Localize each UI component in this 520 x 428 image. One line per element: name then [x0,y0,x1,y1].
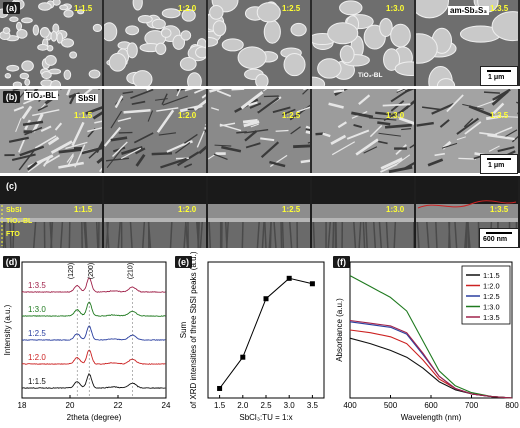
ratio-label-b-5: 1:3.5 [490,111,509,120]
absorbance-series-1-1.5 [349,337,513,399]
ratio-label-a-4: 1:3.0 [386,4,405,13]
scalebar-b-line [487,158,511,160]
panel-tag-f: (f) [333,256,350,268]
intensity-point [309,281,315,287]
panel-tag-e: (e) [175,256,192,268]
scalebar-a-label: 1 μm [488,74,505,81]
chart-f-absorbance: 400 500 600 700 800 Wavelength (nm) Absorbance… [335,261,519,422]
intensity-point [217,385,223,391]
panel-tag-c: (c) [3,180,20,192]
ratio-label-c-1: 1:1.5 [74,205,93,214]
xlabel-e: SbCl₃:TU = 1:x [239,413,292,422]
ratio-label-c-4: 1:3.0 [386,205,405,214]
absorbance-series-1-3.5 [349,319,513,399]
micrograph-a-2 [104,0,206,86]
peak-label-d: (120) [68,263,75,279]
micrograph-c-4 [312,176,414,248]
xtick-label-f: 700 [465,401,479,410]
intensity-point [240,354,246,360]
xtick-label-f: 500 [384,401,398,410]
series-label-d: 1:2.5 [28,329,46,338]
layer-label-sbsi: SbSI [6,207,22,214]
scalebar-a: 1 μm [480,66,518,86]
micrograph-b-1 [0,89,102,173]
ratio-label-a-1: 1:1.5 [74,4,93,13]
legend-label-f: 1:2.5 [483,292,500,301]
xtick-label-e: 3.5 [307,401,319,410]
ylabel-f: Absorbance (a.u.) [335,298,344,362]
scalebar-c: 600 nm [479,228,519,248]
ratio-label-b-1: 1:1.5 [74,111,93,120]
xtick-label-e: 3.0 [284,401,296,410]
ylabel-d: Intensity (a.u.) [3,304,12,355]
xtick-label-d: 20 [66,401,75,410]
xtick-label-f: 400 [343,401,357,410]
ylabel-e-line2: of XRD intensities of three SbSI peaks (… [189,252,198,408]
chart-d-xrd: 18 20 22 24 2theta (degree) Intensity (a.u.) 1… [3,261,171,422]
xtick-label-e: 2.5 [260,401,272,410]
ratio-label-c-2: 1:2.0 [178,205,197,214]
absorbance-series-1-3.0 [349,275,513,399]
annotation-sbsi-b: SbSI [76,94,98,103]
ratio-label-b-3: 1:2.5 [282,111,301,120]
legend-label-f: 1:2.0 [483,282,500,291]
scalebar-a-line [487,70,511,72]
scalebar-c-label: 600 nm [483,236,508,243]
series-label-d: 1:3.0 [28,305,46,314]
ratio-label-a-5: 1:3.5 [490,4,509,13]
annotation-am-sb2s3: am-Sb₂S₃ [448,6,490,15]
ratio-label-c-5: 1:3.5 [490,205,509,214]
xrd-series-1-3.5 [21,277,166,293]
xrd-series-1-3.0 [21,301,166,317]
xtick-label-d: 18 [18,401,27,410]
ratio-label-a-2: 1:2.0 [178,4,197,13]
plot-frame [21,261,167,399]
series-label-d: 1:3.5 [28,281,46,290]
micrograph-b-4 [312,89,414,173]
micrograph-c-3 [208,176,310,248]
legend-label-f: 1:1.5 [483,271,500,280]
intensity-point [286,275,292,281]
series-label-d: 1:2.0 [28,353,46,362]
ratio-label-b-2: 1:2.0 [178,111,197,120]
ratio-label-c-3: 1:2.5 [282,205,301,214]
annotation-tio2-bl-b: TiO₂-BL [24,91,59,100]
panel-tag-b: (b) [3,91,20,103]
xtick-label-f: 800 [505,401,519,410]
panel-tag-a: (a) [3,2,20,14]
scalebar-b-label: 1 μm [488,162,505,169]
annotation-tio2-bl-a: TiO₂-BL [358,72,383,79]
legend-label-f: 1:3.5 [483,313,500,322]
scalebar-c-line [486,232,512,234]
ylabel-e-line1: Sum [179,321,188,338]
xlabel-f: Wavelength (nm) [401,413,462,422]
xrd-series-1-2.5 [21,325,166,341]
micrograph-b-3 [208,89,310,173]
ratio-label-a-3: 1:2.5 [282,4,301,13]
intensity-point [263,296,269,302]
xtick-label-d: 24 [162,401,171,410]
intensity-line [219,277,313,389]
series-label-d: 1:1.5 [28,377,46,386]
peak-label-d: (210) [127,263,134,279]
micrograph-c-2 [104,176,206,248]
xlabel-d: 2theta (degree) [67,413,122,422]
legend-label-f: 1:3.0 [483,303,500,312]
micrograph-a-3 [208,0,310,86]
xtick-label-f: 600 [424,401,438,410]
micrograph-a-4 [312,0,414,86]
chart-e-intensity-sum: 1.5 2.0 2.5 3.0 3.5 SbCl₃:TU = 1:x Sum of XRD i… [179,252,325,422]
scalebar-b: 1 μm [480,154,518,174]
layer-label-tio2-bl: TiO₂-BL [6,218,33,225]
ratio-label-b-4: 1:3.0 [386,111,405,120]
panel-tag-d: (d) [3,256,20,268]
xrd-series-1-2.0 [21,349,166,365]
micrograph-b-2 [104,89,206,173]
xtick-label-e: 2.0 [237,401,249,410]
xtick-label-d: 22 [114,401,123,410]
peak-label-d: (200) [88,263,95,279]
layer-label-fto: FTO [6,231,20,238]
xrd-series-1-1.5 [21,373,166,389]
xtick-label-e: 1.5 [214,401,226,410]
